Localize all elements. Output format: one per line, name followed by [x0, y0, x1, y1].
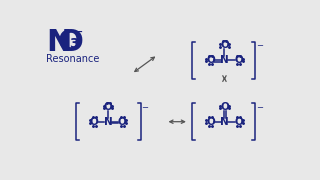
Text: −: −: [256, 42, 263, 51]
Text: O: O: [234, 55, 243, 65]
Text: Resonance: Resonance: [46, 54, 100, 64]
Text: −: −: [74, 27, 84, 37]
Text: O: O: [206, 55, 215, 65]
Text: N: N: [220, 55, 229, 65]
Text: O: O: [234, 117, 243, 127]
Text: O: O: [57, 28, 83, 57]
Text: N: N: [220, 117, 229, 127]
Text: O: O: [220, 102, 229, 112]
Text: −: −: [141, 103, 148, 112]
Text: N: N: [104, 117, 113, 127]
Text: O: O: [118, 117, 126, 127]
Text: 3: 3: [69, 37, 79, 51]
Text: O: O: [206, 117, 215, 127]
Text: N: N: [46, 28, 72, 57]
Text: O: O: [104, 102, 113, 112]
Text: O: O: [220, 40, 229, 50]
Text: −: −: [256, 103, 263, 112]
Text: O: O: [90, 117, 99, 127]
